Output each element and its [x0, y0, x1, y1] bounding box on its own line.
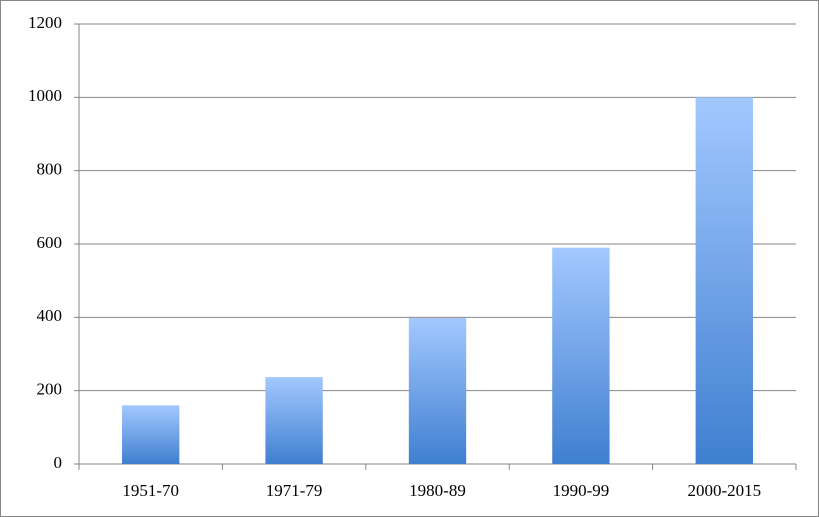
y-tick-label: 400	[37, 306, 63, 325]
y-tick-label: 1200	[28, 13, 62, 32]
bar	[265, 377, 323, 464]
y-tick-label: 0	[54, 453, 63, 472]
x-tick-label: 1951-70	[122, 481, 179, 500]
x-tick-label: 2000-2015	[687, 481, 761, 500]
bar	[122, 405, 180, 464]
y-tick-label: 200	[37, 380, 63, 399]
bar	[695, 97, 753, 464]
bar	[552, 247, 610, 464]
y-tick-label: 1000	[28, 86, 62, 105]
bar	[408, 318, 467, 464]
x-tick-label: 1990-99	[553, 481, 610, 500]
y-tick-label: 800	[37, 160, 63, 179]
x-tick-label: 1971-79	[266, 481, 323, 500]
y-tick-label: 600	[37, 233, 63, 252]
x-tick-label: 1980-89	[409, 481, 466, 500]
